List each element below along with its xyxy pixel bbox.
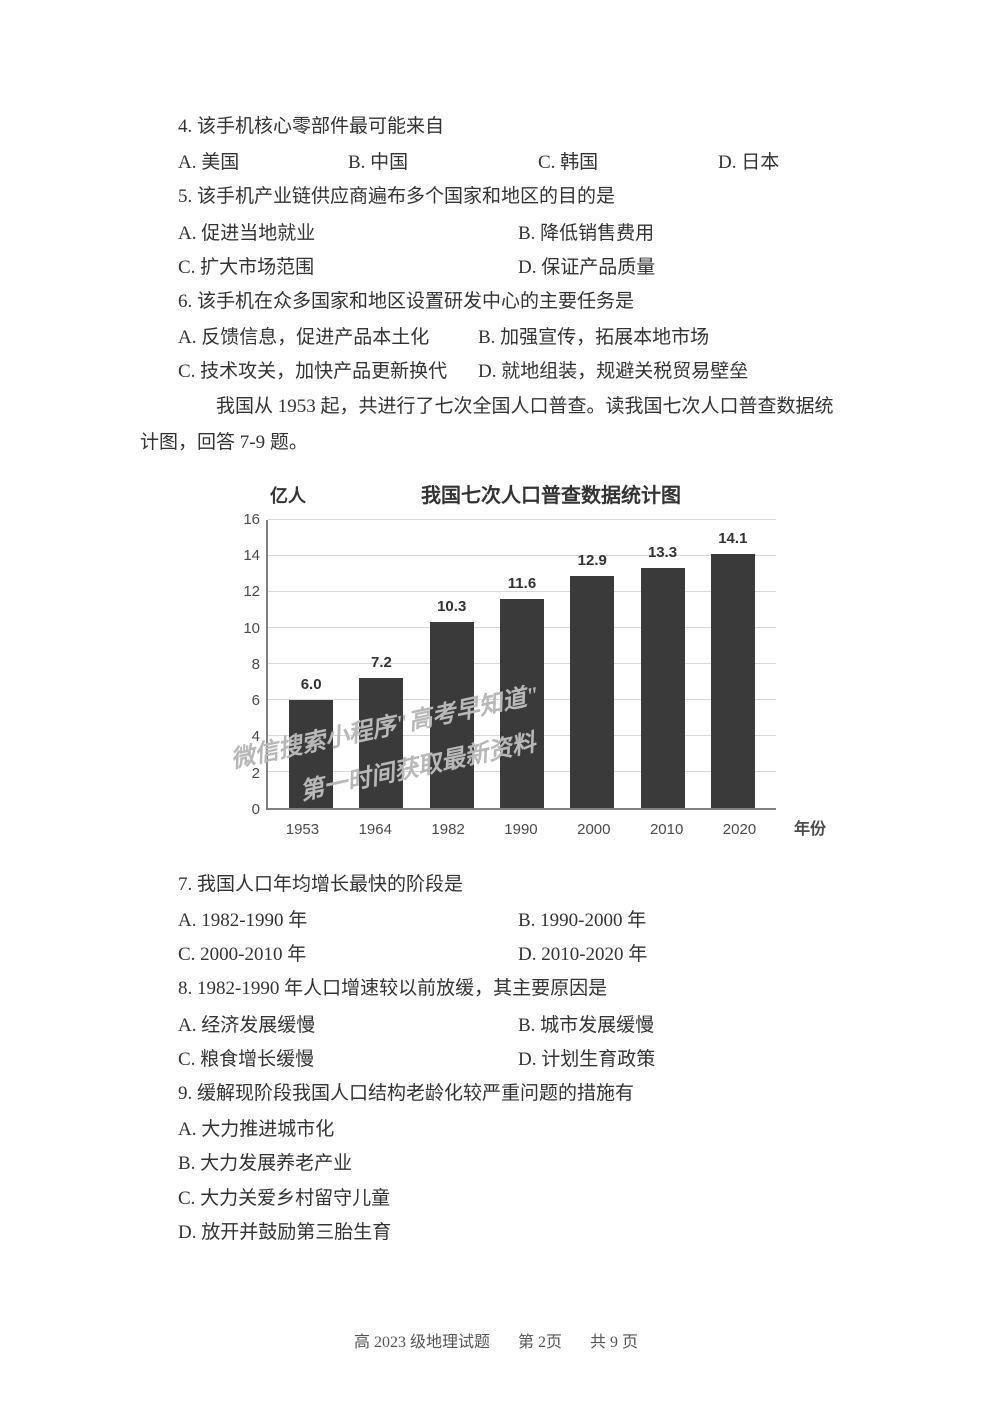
q9-stem: 9. 缓解现阶段我国人口结构老龄化较严重问题的措施有 [140, 1077, 852, 1111]
q4-opt-b[interactable]: B. 中国 [348, 146, 538, 180]
x-tick: 1990 [497, 816, 545, 843]
q4-stem: 4. 该手机核心零部件最可能来自 [140, 110, 852, 144]
grid-line [268, 519, 776, 520]
footer-right: 共 9 页 [590, 1334, 638, 1351]
bar [711, 554, 755, 808]
passage-line1: 我国从 1953 起，共进行了七次全国人口普查。读我国七次人口普查数据统 [140, 390, 852, 424]
q4-opt-c[interactable]: C. 韩国 [538, 146, 718, 180]
q6-opt-d[interactable]: D. 就地组装，规避关税贸易壁垒 [478, 355, 852, 389]
chart-title: 我国七次人口普查数据统计图 [326, 478, 776, 514]
q8-opt-b[interactable]: B. 城市发展缓慢 [518, 1009, 852, 1043]
x-tick: 1964 [351, 816, 399, 843]
bar-2010: 13.3 [639, 539, 687, 807]
bar-value-label: 12.9 [578, 547, 607, 574]
x-tick: 2000 [570, 816, 618, 843]
bar [430, 622, 474, 807]
page-footer: 高 2023 级地理试题 第 2页 共 9 页 [0, 1329, 992, 1358]
x-tick: 2020 [715, 816, 763, 843]
q9-opt-b[interactable]: B. 大力发展养老产业 [140, 1147, 852, 1181]
chart-bars-area: 微信搜索小程序"高考早知道" 第一时间获取最新资料 6.07.210.311.6… [266, 520, 776, 810]
q5-opt-b[interactable]: B. 降低销售费用 [518, 217, 852, 251]
q7-options-row1: A. 1982-1990 年 B. 1990-2000 年 [140, 904, 852, 938]
q6-options-row1: A. 反馈信息，促进产品本土化 B. 加强宣传，拓展本地市场 [140, 321, 852, 355]
q9-opt-d[interactable]: D. 放开并鼓励第三胎生育 [140, 1216, 852, 1250]
q7-opt-d[interactable]: D. 2010-2020 年 [518, 938, 852, 972]
q8-stem: 8. 1982-1990 年人口增速较以前放缓，其主要原因是 [140, 972, 852, 1006]
q6-options-row2: C. 技术攻关，加快产品更新换代 D. 就地组装，规避关税贸易壁垒 [140, 355, 852, 389]
bar-value-label: 14.1 [718, 525, 747, 552]
q5-stem: 5. 该手机产业链供应商遍布多个国家和地区的目的是 [140, 180, 852, 214]
q4-options: A. 美国 B. 中国 C. 韩国 D. 日本 [140, 146, 852, 180]
q5-opt-a[interactable]: A. 促进当地就业 [178, 217, 518, 251]
bar-2020: 14.1 [709, 525, 757, 808]
q4-opt-d[interactable]: D. 日本 [718, 146, 779, 180]
footer-mid: 第 2页 [518, 1334, 562, 1351]
bar-1982: 10.3 [428, 593, 476, 807]
bar-value-label: 10.3 [437, 593, 466, 620]
q4-opt-a[interactable]: A. 美国 [178, 146, 348, 180]
bar [570, 576, 614, 808]
q7-opt-b[interactable]: B. 1990-2000 年 [518, 904, 852, 938]
q7-opt-a[interactable]: A. 1982-1990 年 [178, 904, 518, 938]
q7-options-row2: C. 2000-2010 年 D. 2010-2020 年 [140, 938, 852, 972]
q8-options-row1: A. 经济发展缓慢 B. 城市发展缓慢 [140, 1009, 852, 1043]
census-chart: 亿人 我国七次人口普查数据统计图 1614121086420 微信搜索小程序"高… [216, 478, 776, 843]
bar-1953: 6.0 [287, 671, 335, 808]
bar-value-label: 6.0 [301, 671, 322, 698]
q6-stem: 6. 该手机在众多国家和地区设置研发中心的主要任务是 [140, 285, 852, 319]
bar-2000: 12.9 [568, 547, 616, 808]
q5-opt-d[interactable]: D. 保证产品质量 [518, 251, 852, 285]
chart-x-axis: 1953196419821990200020102020年份 [216, 816, 776, 843]
chart-x-label: 年份 [794, 816, 826, 845]
bar-1964: 7.2 [357, 649, 405, 808]
x-tick: 2010 [643, 816, 691, 843]
q6-opt-b[interactable]: B. 加强宣传，拓展本地市场 [478, 321, 852, 355]
chart-y-unit: 亿人 [216, 480, 326, 512]
q5-opt-c[interactable]: C. 扩大市场范围 [178, 251, 518, 285]
q8-options-row2: C. 粮食增长缓慢 D. 计划生育政策 [140, 1043, 852, 1077]
bar-value-label: 11.6 [508, 570, 536, 597]
q6-opt-a[interactable]: A. 反馈信息，促进产品本土化 [178, 321, 478, 355]
q8-opt-a[interactable]: A. 经济发展缓慢 [178, 1009, 518, 1043]
grid-line [268, 555, 776, 556]
chart-y-axis: 1614121086420 [216, 520, 266, 810]
bar-1990: 11.6 [498, 570, 546, 808]
q8-opt-c[interactable]: C. 粮食增长缓慢 [178, 1043, 518, 1077]
x-tick: 1982 [424, 816, 472, 843]
q9-opt-a[interactable]: A. 大力推进城市化 [140, 1113, 852, 1147]
q7-stem: 7. 我国人口年均增长最快的阶段是 [140, 868, 852, 902]
passage-line2: 计图，回答 7-9 题。 [140, 426, 852, 460]
q9-opt-c[interactable]: C. 大力关爱乡村留守儿童 [140, 1182, 852, 1216]
bar [641, 568, 685, 807]
bar [500, 599, 544, 808]
bar [289, 700, 333, 808]
bar-value-label: 13.3 [648, 539, 677, 566]
q8-opt-d[interactable]: D. 计划生育政策 [518, 1043, 852, 1077]
q5-options-row1: A. 促进当地就业 B. 降低销售费用 [140, 217, 852, 251]
bar-value-label: 7.2 [371, 649, 392, 676]
q6-opt-c[interactable]: C. 技术攻关，加快产品更新换代 [178, 355, 478, 389]
q7-opt-c[interactable]: C. 2000-2010 年 [178, 938, 518, 972]
bar [359, 678, 403, 808]
q5-options-row2: C. 扩大市场范围 D. 保证产品质量 [140, 251, 852, 285]
x-tick: 1953 [278, 816, 326, 843]
footer-left: 高 2023 级地理试题 [354, 1334, 490, 1351]
